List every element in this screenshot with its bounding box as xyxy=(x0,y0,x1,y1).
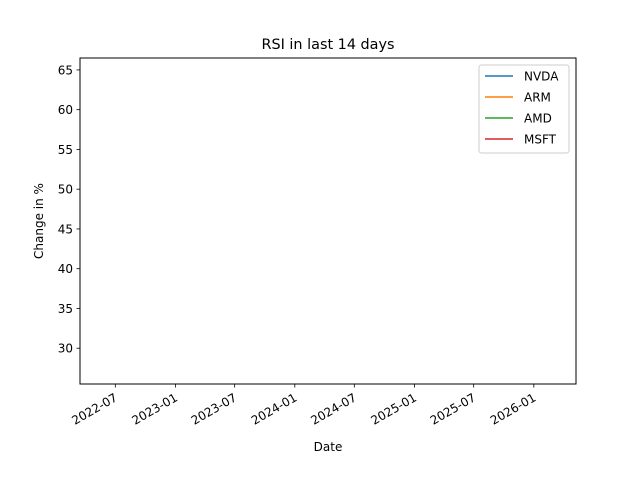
legend-label-nvda: NVDA xyxy=(524,70,559,84)
x-axis-title: Date xyxy=(314,440,343,454)
chart-title: RSI in last 14 days xyxy=(261,37,394,53)
legend-label-msft: MSFT xyxy=(524,133,557,147)
y-tick-label: 55 xyxy=(58,143,73,157)
y-tick-label: 45 xyxy=(58,222,73,236)
y-tick-label: 30 xyxy=(58,342,73,356)
y-tick-label: 35 xyxy=(58,302,73,316)
legend-label-amd: AMD xyxy=(524,112,552,126)
legend-label-arm: ARM xyxy=(524,91,551,105)
y-tick-label: 65 xyxy=(58,63,73,77)
y-tick-label: 60 xyxy=(58,103,73,117)
y-axis-title: Change in % xyxy=(32,183,46,259)
legend-box xyxy=(478,64,570,154)
legend: NVDA ARM AMD MSFT xyxy=(478,64,570,154)
plot-frame xyxy=(79,57,577,385)
y-tick-label: 50 xyxy=(58,183,73,197)
y-tick-label: 40 xyxy=(58,262,73,276)
y-axis: 30 35 40 45 50 55 60 65 xyxy=(58,63,80,356)
